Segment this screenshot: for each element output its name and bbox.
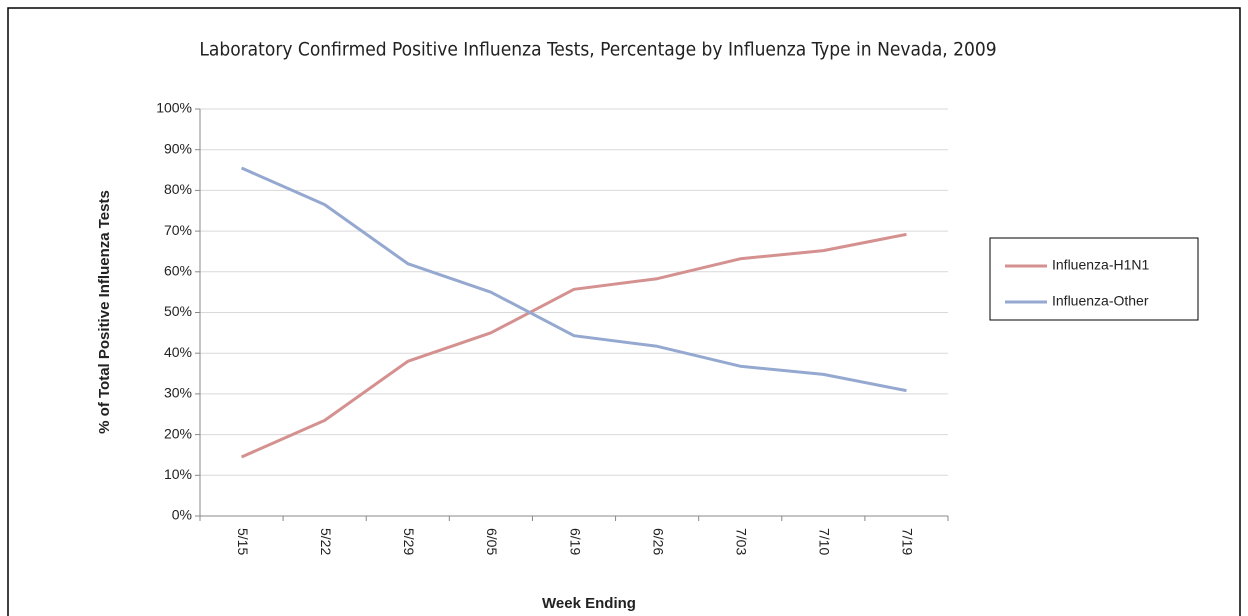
x-tick-label: 5/15 — [235, 528, 251, 555]
y-tick-label: 20% — [164, 425, 192, 441]
y-tick-label: 60% — [164, 263, 192, 279]
x-tick-label: 6/19 — [567, 528, 583, 555]
x-tick-label: 6/26 — [650, 528, 666, 555]
series-line — [240, 166, 907, 393]
y-tick-label: 40% — [164, 344, 192, 360]
y-tick-label: 0% — [172, 507, 192, 523]
y-tick-label: 100% — [156, 100, 192, 116]
y-tick-label: 50% — [164, 303, 192, 319]
x-tick-label: 7/10 — [817, 528, 833, 555]
y-tick-label: 70% — [164, 222, 192, 238]
series-line — [240, 232, 907, 459]
x-tick-label: 5/29 — [401, 528, 417, 555]
x-tick-label: 7/03 — [734, 528, 750, 555]
y-tick-label: 90% — [164, 140, 192, 156]
y-tick-label: 80% — [164, 181, 192, 197]
legend-label: Influenza-Other — [1052, 293, 1149, 309]
y-tick-label: 30% — [164, 385, 192, 401]
legend-box — [989, 237, 1199, 321]
x-tick-label: 6/05 — [484, 528, 500, 555]
x-tick-label: 7/19 — [900, 528, 916, 555]
y-tick-label: 10% — [164, 466, 192, 482]
y-axis-title: % of Total Positive Influenza Tests — [96, 190, 113, 434]
x-tick-label: 5/22 — [318, 528, 334, 555]
x-axis-title: Week Ending — [542, 595, 636, 612]
legend-label: Influenza-H1N1 — [1052, 257, 1149, 273]
chart-title: Laboratory Confirmed Positive Influenza … — [199, 39, 996, 61]
